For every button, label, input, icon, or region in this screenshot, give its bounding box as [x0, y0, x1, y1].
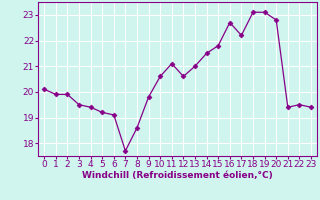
- X-axis label: Windchill (Refroidissement éolien,°C): Windchill (Refroidissement éolien,°C): [82, 171, 273, 180]
